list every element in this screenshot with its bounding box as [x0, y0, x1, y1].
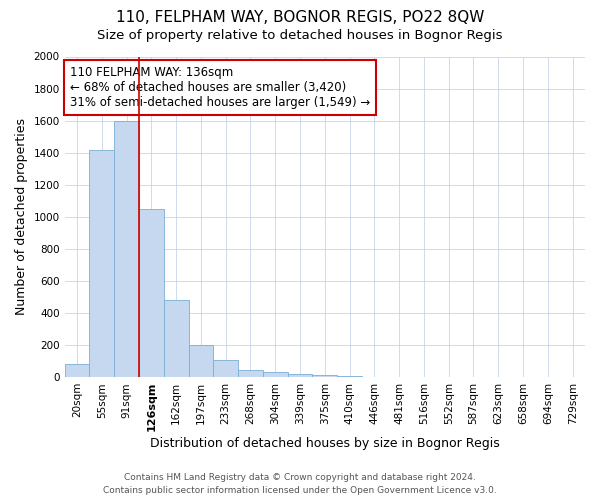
Bar	[89, 150, 114, 377]
Bar	[114, 120, 139, 377]
X-axis label: Distribution of detached houses by size in Bognor Regis: Distribution of detached houses by size …	[150, 437, 500, 450]
Bar	[164, 300, 188, 377]
Text: 110, FELPHAM WAY, BOGNOR REGIS, PO22 8QW: 110, FELPHAM WAY, BOGNOR REGIS, PO22 8QW	[116, 10, 484, 25]
Bar	[263, 372, 287, 377]
Y-axis label: Number of detached properties: Number of detached properties	[15, 118, 28, 316]
Text: Size of property relative to detached houses in Bognor Regis: Size of property relative to detached ho…	[97, 29, 503, 42]
Bar	[287, 374, 313, 377]
Bar	[337, 376, 362, 377]
Text: Contains HM Land Registry data © Crown copyright and database right 2024.
Contai: Contains HM Land Registry data © Crown c…	[103, 474, 497, 495]
Bar	[313, 375, 337, 377]
Text: 110 FELPHAM WAY: 136sqm
← 68% of detached houses are smaller (3,420)
31% of semi: 110 FELPHAM WAY: 136sqm ← 68% of detache…	[70, 66, 370, 109]
Bar	[139, 209, 164, 377]
Bar	[65, 364, 89, 377]
Bar	[238, 370, 263, 377]
Bar	[188, 345, 214, 377]
Bar	[214, 360, 238, 377]
